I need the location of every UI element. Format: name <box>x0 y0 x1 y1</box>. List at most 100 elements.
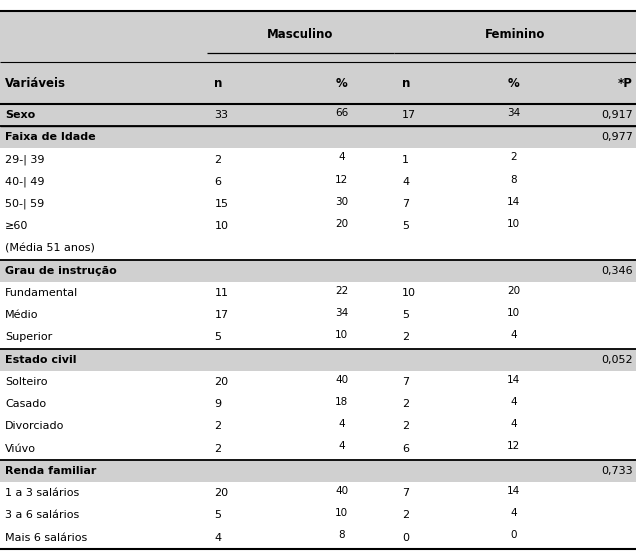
Text: 4: 4 <box>338 419 345 429</box>
Text: 34: 34 <box>335 308 349 318</box>
Bar <box>0 460 636 482</box>
Text: 22: 22 <box>335 286 349 296</box>
Text: 12: 12 <box>335 175 349 185</box>
Bar <box>0 482 636 504</box>
Text: 7: 7 <box>402 488 409 498</box>
Text: n: n <box>402 77 410 90</box>
Text: 4: 4 <box>510 330 517 340</box>
Text: 7: 7 <box>402 199 409 209</box>
Bar <box>0 62 636 104</box>
Text: 12: 12 <box>507 441 520 451</box>
Text: 10: 10 <box>214 221 228 231</box>
Text: 2: 2 <box>510 152 517 162</box>
Text: ≥60: ≥60 <box>5 221 29 231</box>
Text: Mais 6 salários: Mais 6 salários <box>5 533 87 543</box>
Bar <box>0 527 636 549</box>
Text: 18: 18 <box>335 397 349 407</box>
Text: 1: 1 <box>402 155 409 165</box>
Bar <box>0 304 636 326</box>
Text: %: % <box>508 77 520 90</box>
Text: Casado: Casado <box>5 399 46 409</box>
Text: 10: 10 <box>507 219 520 229</box>
Bar <box>0 326 636 349</box>
Text: 5: 5 <box>402 221 409 231</box>
Bar <box>0 438 636 460</box>
Text: 5: 5 <box>214 510 221 520</box>
Text: 0,733: 0,733 <box>601 466 633 476</box>
Text: 4: 4 <box>510 397 517 407</box>
Text: 0: 0 <box>510 530 517 540</box>
Text: Divorciado: Divorciado <box>5 421 64 431</box>
Bar <box>0 415 636 438</box>
Text: 2: 2 <box>402 332 409 342</box>
Text: 34: 34 <box>507 108 520 118</box>
Text: 40: 40 <box>335 486 349 496</box>
Text: 6: 6 <box>402 444 409 454</box>
Bar <box>0 504 636 527</box>
Text: 5: 5 <box>402 310 409 320</box>
Text: (Média 51 anos): (Média 51 anos) <box>5 244 95 254</box>
Text: 4: 4 <box>338 152 345 162</box>
Text: Faixa de Idade: Faixa de Idade <box>5 132 95 142</box>
Bar <box>0 260 636 282</box>
Text: n: n <box>214 77 223 90</box>
Text: Feminino: Feminino <box>485 28 545 41</box>
Text: Renda familiar: Renda familiar <box>5 466 97 476</box>
Text: Solteiro: Solteiro <box>5 377 48 387</box>
Text: 0,917: 0,917 <box>601 110 633 120</box>
Bar <box>0 215 636 237</box>
Text: 20: 20 <box>214 377 228 387</box>
Bar <box>0 237 636 260</box>
Text: 9: 9 <box>214 399 221 409</box>
Text: 4: 4 <box>510 508 517 518</box>
Text: 7: 7 <box>402 377 409 387</box>
Text: Estado civil: Estado civil <box>5 355 76 365</box>
Bar <box>0 371 636 393</box>
Text: 20: 20 <box>335 219 349 229</box>
Bar <box>0 171 636 193</box>
Text: 33: 33 <box>214 110 228 120</box>
Text: 50-| 59: 50-| 59 <box>5 199 45 209</box>
Text: 10: 10 <box>402 288 416 298</box>
Text: 8: 8 <box>338 530 345 540</box>
Text: 30: 30 <box>335 197 349 207</box>
Text: 10: 10 <box>507 308 520 318</box>
Bar <box>0 148 636 171</box>
Text: Variáveis: Variáveis <box>5 77 66 90</box>
Text: 40-| 49: 40-| 49 <box>5 177 45 187</box>
Text: 4: 4 <box>402 177 409 187</box>
Text: 14: 14 <box>507 486 520 496</box>
Text: 1 a 3 salários: 1 a 3 salários <box>5 488 79 498</box>
Text: 11: 11 <box>214 288 228 298</box>
Text: 2: 2 <box>402 399 409 409</box>
Text: 14: 14 <box>507 197 520 207</box>
Bar <box>0 126 636 148</box>
Text: Viúvo: Viúvo <box>5 444 36 454</box>
Text: 66: 66 <box>335 108 349 118</box>
Bar <box>0 11 636 62</box>
Text: 5: 5 <box>214 332 221 342</box>
Text: 4: 4 <box>510 419 517 429</box>
Text: Masculino: Masculino <box>267 28 334 41</box>
Text: 0,977: 0,977 <box>601 132 633 142</box>
Text: 0,346: 0,346 <box>601 266 633 276</box>
Text: 15: 15 <box>214 199 228 209</box>
Bar <box>0 282 636 304</box>
Bar <box>0 104 636 126</box>
Text: *P: *P <box>618 77 633 90</box>
Text: 2: 2 <box>214 155 221 165</box>
Text: Superior: Superior <box>5 332 52 342</box>
Text: Sexo: Sexo <box>5 110 36 120</box>
Text: 10: 10 <box>335 508 349 518</box>
Text: Médio: Médio <box>5 310 39 320</box>
Text: 2: 2 <box>402 510 409 520</box>
Text: 20: 20 <box>214 488 228 498</box>
Bar <box>0 349 636 371</box>
Text: 14: 14 <box>507 375 520 385</box>
Text: 8: 8 <box>510 175 517 185</box>
Text: 0,052: 0,052 <box>601 355 633 365</box>
Text: 2: 2 <box>402 421 409 431</box>
Text: Fundamental: Fundamental <box>5 288 78 298</box>
Text: 17: 17 <box>402 110 416 120</box>
Text: 0: 0 <box>402 533 409 543</box>
